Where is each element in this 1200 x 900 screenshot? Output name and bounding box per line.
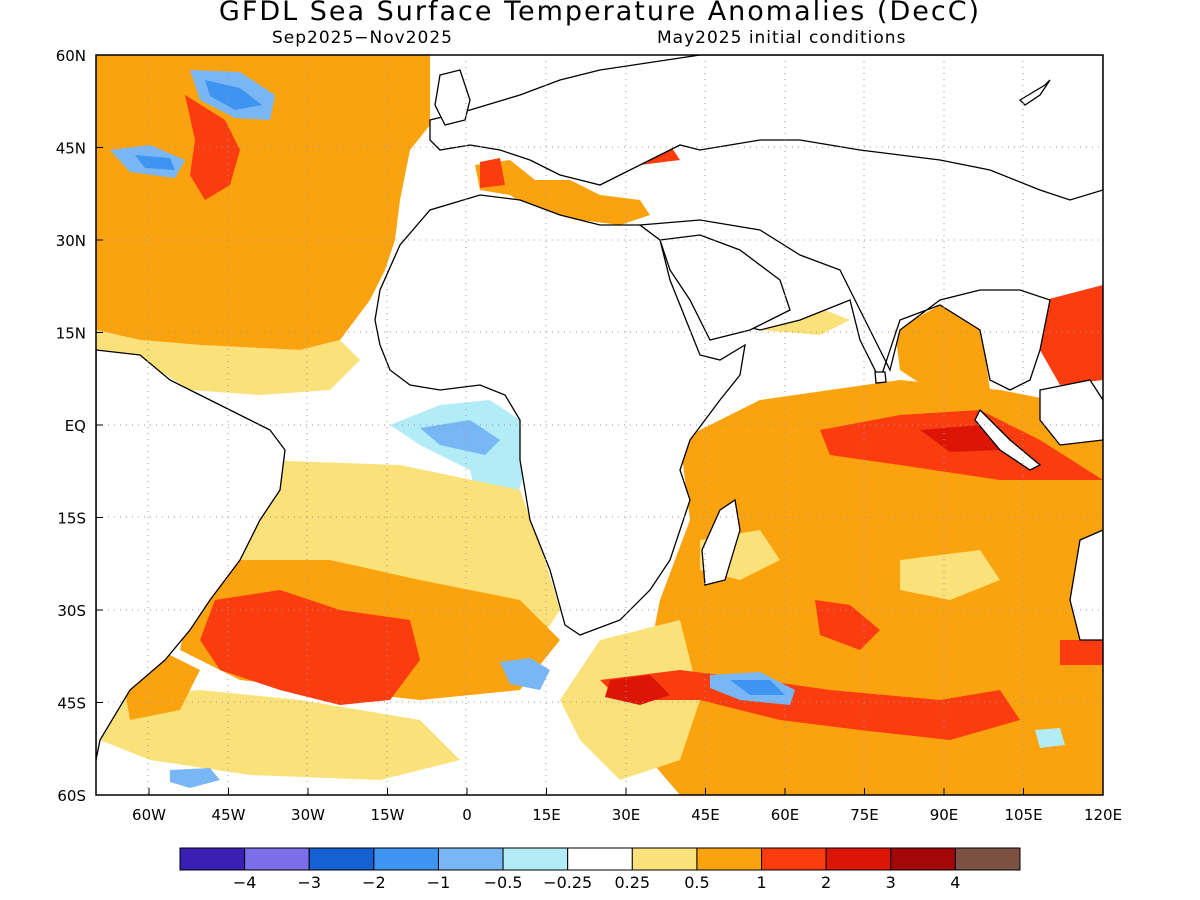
colorbar-tick-label: −2 [362, 873, 386, 892]
colorbar-swatch [761, 847, 827, 871]
lat-tick-label: 60S [57, 787, 86, 805]
great-britain [434, 69, 471, 126]
australia [1069, 529, 1103, 641]
madagascar [701, 498, 741, 586]
tick-marks [96, 54, 1104, 796]
lat-tick-label: 45N [56, 140, 86, 158]
lat-tick-label: 30S [57, 602, 86, 620]
java-borneo [1039, 379, 1103, 446]
latitude-labels: 60N 45N 30N 15N EQ 15S 30S 45S 60S [56, 47, 86, 805]
colorbar-swatch [954, 847, 1021, 871]
lat-tick-label: 45S [57, 695, 86, 713]
colorbar-labels: −4 −3 −2 −1 −0.5 −0.25 0.25 0.5 1 2 3 4 [233, 873, 961, 892]
colorbar-swatch [890, 847, 956, 871]
cold-patch-core [205, 80, 262, 110]
lon-tick-label: 30W [291, 806, 325, 824]
colorbar-swatch [631, 847, 698, 871]
colorbar-tick-label: −0.25 [543, 873, 592, 892]
colorbar-tick-label: −1 [427, 873, 451, 892]
greenland-tip [1018, 79, 1051, 106]
mediterranean-warm [475, 160, 650, 225]
colorbar-swatch [308, 847, 375, 871]
south-indian-weak-warm-patch-2 [900, 550, 1000, 600]
lon-tick-label: 75E [850, 806, 879, 824]
cold-spot-sw [170, 768, 220, 788]
north-atlantic-warm-anomaly [96, 55, 430, 350]
mediterranean-strong-warm [480, 158, 505, 188]
bay-of-bengal-warm [895, 305, 990, 390]
colorbar-tick-label: 4 [950, 873, 960, 892]
longitude-labels: 60W 45W 30W 15W 0 15E 30E 45E 60E 75E 90E 105E 120E [132, 806, 1122, 824]
lat-tick-label: 60N [56, 47, 86, 65]
forecast-period: Sep2025−Nov2025 [272, 28, 453, 48]
lat-tick-label: 15S [57, 510, 86, 528]
south-china-sea-strong-warm [1040, 285, 1103, 385]
colorbar-tick-label: −3 [297, 873, 321, 892]
lat-tick-label: 30N [56, 232, 86, 250]
south-atlantic-strong-warm [200, 590, 420, 705]
europe-land [429, 55, 1103, 201]
north-atlantic-weak-warm [96, 330, 360, 395]
colorbar-swatch [567, 847, 633, 871]
lon-tick-label: 60E [771, 806, 800, 824]
lat-tick-label: 15N [56, 325, 86, 343]
sumatra [974, 408, 1042, 471]
south-indian-strong-warm-band [600, 670, 1020, 740]
colorbar-tick-label: −4 [233, 873, 257, 892]
colorbar-tick-label: −0.5 [484, 873, 523, 892]
lon-tick-label: 30E [612, 806, 641, 824]
colorbar-swatch [373, 847, 439, 871]
initial-conditions-label: May2025 initial conditions [657, 28, 907, 48]
colorbar-tick-label: 3 [886, 873, 896, 892]
lon-tick-label: 120E [1084, 806, 1122, 824]
southern-ocean-cold-spot-east [1035, 728, 1065, 748]
lon-tick-label: 15E [532, 806, 561, 824]
colorbar-swatch [437, 847, 504, 871]
lon-tick-label: 45E [691, 806, 720, 824]
north-atlantic-strong-warm [185, 95, 240, 200]
chart-title: GFDL Sea Surface Temperature Anomalies (… [218, 0, 982, 27]
africa-land [374, 194, 746, 636]
lat-tick-label: EQ [65, 417, 86, 435]
colorbar-swatch [244, 847, 310, 871]
south-america-land [96, 349, 286, 761]
colorbar-swatch [696, 847, 763, 871]
lon-tick-label: 90E [930, 806, 959, 824]
lon-tick-label: 45W [212, 806, 246, 824]
lon-tick-label: 105E [1004, 806, 1042, 824]
sri-lanka [874, 371, 887, 384]
indian-southern-deep-warm [605, 675, 670, 705]
equatorial-indian-core [920, 425, 1000, 452]
cold-patch-newfoundland-core [135, 155, 175, 170]
colorbar-tick-label: 0.5 [684, 873, 709, 892]
cold-spot-south-atlantic [500, 658, 550, 690]
arabian-peninsula [659, 234, 791, 341]
colorbar-swatch [502, 847, 569, 871]
south-indian-strong-warm-se [1060, 640, 1103, 665]
land-outlines [96, 55, 1103, 761]
lon-tick-label: 15W [371, 806, 405, 824]
lon-tick-label: 60W [132, 806, 166, 824]
colorbar-swatch [825, 847, 892, 871]
southern-ocean-cold-core [730, 680, 785, 695]
south-atlantic-weak-warm-south [100, 690, 460, 780]
colorbar-tick-label: 1 [756, 873, 766, 892]
colorbar [179, 847, 1021, 871]
lon-tick-label: 0 [462, 806, 472, 824]
anomaly-fields [96, 55, 1103, 795]
colorbar-tick-label: 0.25 [614, 873, 650, 892]
colorbar-tick-label: 2 [821, 873, 831, 892]
equatorial-atlantic-cool-core [420, 420, 500, 455]
colorbar-swatch [179, 847, 246, 871]
